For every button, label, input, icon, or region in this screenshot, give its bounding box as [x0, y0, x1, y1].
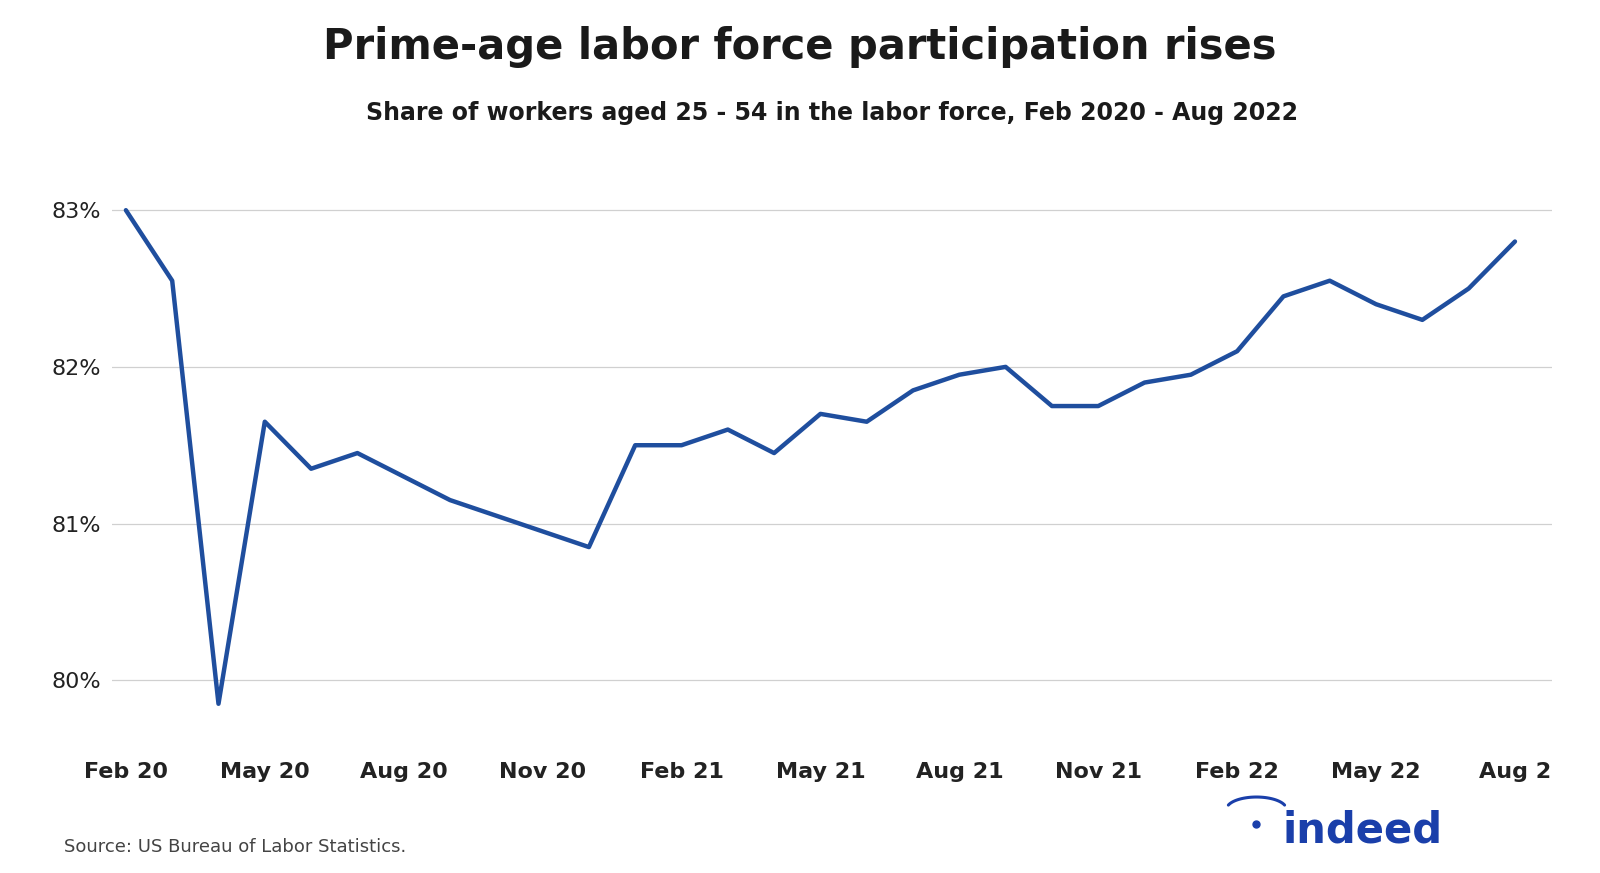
- Text: Source: US Bureau of Labor Statistics.: Source: US Bureau of Labor Statistics.: [64, 837, 406, 856]
- Text: indeed: indeed: [1283, 809, 1443, 851]
- Text: Prime-age labor force participation rises: Prime-age labor force participation rise…: [323, 26, 1277, 68]
- Title: Share of workers aged 25 - 54 in the labor force, Feb 2020 - Aug 2022: Share of workers aged 25 - 54 in the lab…: [366, 101, 1298, 125]
